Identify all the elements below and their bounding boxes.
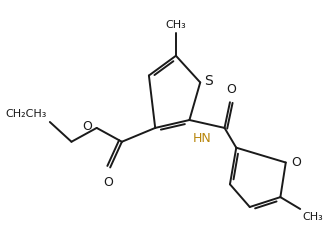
Text: CH₃: CH₃ (302, 212, 323, 222)
Text: S: S (204, 75, 213, 89)
Text: O: O (82, 121, 92, 133)
Text: HN: HN (193, 132, 211, 145)
Text: CH₂CH₃: CH₂CH₃ (6, 109, 47, 119)
Text: CH₃: CH₃ (165, 20, 186, 30)
Text: O: O (226, 83, 236, 96)
Text: O: O (291, 156, 301, 169)
Text: O: O (103, 176, 113, 189)
